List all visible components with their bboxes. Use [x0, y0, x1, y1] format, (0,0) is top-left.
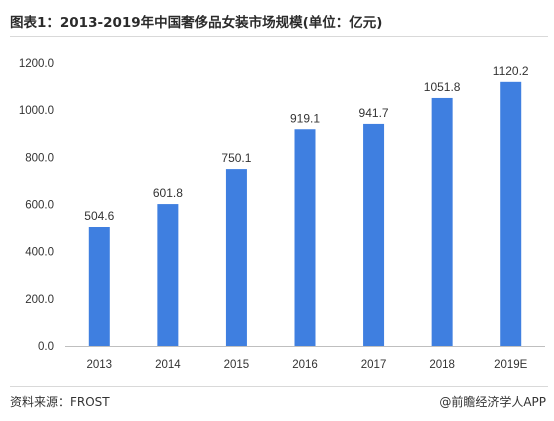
- bar-value-label: 504.6: [84, 209, 114, 223]
- credit-note: @前瞻经济学人APP: [439, 395, 546, 409]
- x-tick-label: 2018: [429, 359, 455, 371]
- y-tick-label: 800.0: [25, 152, 54, 164]
- chart-title: 图表1：2013-2019年中国奢侈品女装市场规模(单位：亿元): [10, 15, 383, 31]
- y-tick-label: 1000.0: [19, 105, 54, 117]
- bar-value-label: 1051.8: [424, 80, 461, 94]
- bar-2017: [363, 123, 385, 346]
- bar-value-label: 750.1: [221, 151, 251, 165]
- x-tick-label: 2017: [361, 359, 387, 371]
- bar-2018: [431, 97, 453, 346]
- x-axis-ticks: 2013 2014 2015 2016 2017 2018 2019E: [86, 359, 527, 371]
- y-axis-ticks: 0.0 200.0 400.0 600.0 800.0 1000.0 1200.0: [19, 58, 54, 353]
- bar-2016: [294, 129, 316, 346]
- bar-2019E: [500, 81, 522, 346]
- x-tick-label: 2013: [86, 359, 112, 371]
- bar-value-label: 941.7: [359, 106, 389, 120]
- x-tick-label: 2016: [292, 359, 318, 371]
- bar-value-label: 1120.2: [493, 64, 529, 78]
- source-note: 资料来源：FROST: [10, 395, 110, 409]
- bar-value-label: 601.8: [153, 186, 183, 200]
- bar-2015: [225, 169, 247, 346]
- title-divider: [10, 36, 548, 37]
- y-tick-label: 400.0: [25, 247, 54, 259]
- y-tick-label: 1200.0: [19, 58, 54, 70]
- x-tick-label: 2015: [224, 359, 250, 371]
- footer-divider: [10, 386, 548, 387]
- bar-2013: [88, 227, 110, 346]
- y-tick-label: 200.0: [25, 294, 54, 306]
- y-tick-label: 0.0: [38, 341, 54, 353]
- y-tick-label: 600.0: [25, 200, 54, 212]
- x-tick-label: 2019E: [494, 359, 528, 371]
- bar-value-label: 919.1: [290, 111, 320, 125]
- x-tick-label: 2014: [155, 359, 181, 371]
- bars-group: [88, 81, 522, 346]
- bar-2014: [157, 204, 179, 346]
- bar-value-labels: 504.6 601.8 750.1 919.1 941.7 1051.8 1120.2: [84, 64, 529, 223]
